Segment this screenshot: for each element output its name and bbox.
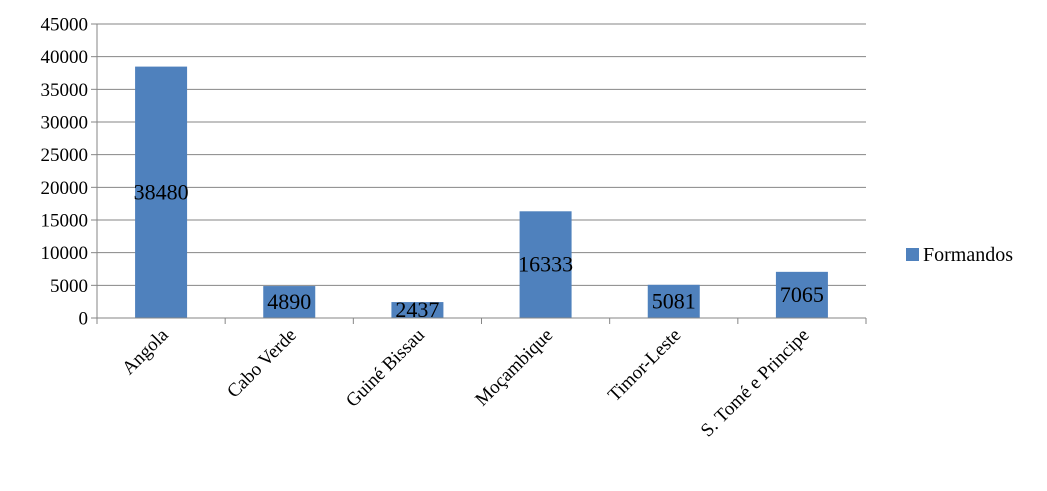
x-axis-labels: Angola Cabo Verde Guiné Bissau Moçambique Ti… [118, 324, 813, 441]
legend-swatch-formandos [906, 248, 919, 261]
bar-2 [391, 302, 444, 318]
data-labels: 38480 4890 2437 16333 5081 7065 [134, 179, 824, 322]
x-category-label-5: S. Tomé e Principe [697, 325, 814, 442]
x-category-label-1: Cabo Verde [223, 325, 301, 403]
y-tick-label: 10000 [41, 243, 89, 264]
y-tick-label: 45000 [41, 15, 89, 36]
x-category-label-2: Guiné Bissau [342, 324, 429, 411]
bar-5 [775, 271, 828, 318]
y-tick-label: 20000 [41, 178, 89, 199]
axes [96, 24, 867, 324]
data-label-0: 38480 [134, 179, 189, 204]
bar-4 [647, 284, 700, 318]
bar-1 [263, 286, 316, 318]
bars [135, 66, 828, 318]
data-label-1: 4890 [267, 289, 311, 314]
data-label-4: 5081 [652, 288, 696, 313]
x-category-label-4: Timor-Leste [604, 325, 685, 406]
legend-label-formandos: Formandos [923, 244, 1013, 266]
y-axis-ticks: 0 5000 10000 15000 20000 25000 30000 35000 40000… [41, 15, 97, 330]
bar-3 [519, 211, 572, 318]
x-category-label-3: Moçambique [471, 325, 557, 411]
y-tick-label: 25000 [41, 145, 89, 166]
bar-0 [135, 66, 188, 318]
x-category-label-0: Angola [118, 324, 173, 379]
legend: Formandos [906, 244, 1013, 266]
y-tick-label: 15000 [41, 211, 89, 232]
y-tick-label: 0 [79, 309, 89, 330]
data-label-2: 2437 [395, 297, 439, 322]
data-label-5: 7065 [780, 282, 824, 307]
y-tick-label: 40000 [41, 47, 89, 68]
y-tick-label: 5000 [50, 276, 88, 297]
y-tick-label: 35000 [41, 80, 89, 101]
grid-lines [97, 23, 866, 286]
y-tick-label: 30000 [41, 113, 89, 134]
data-label-3: 16333 [518, 252, 573, 277]
